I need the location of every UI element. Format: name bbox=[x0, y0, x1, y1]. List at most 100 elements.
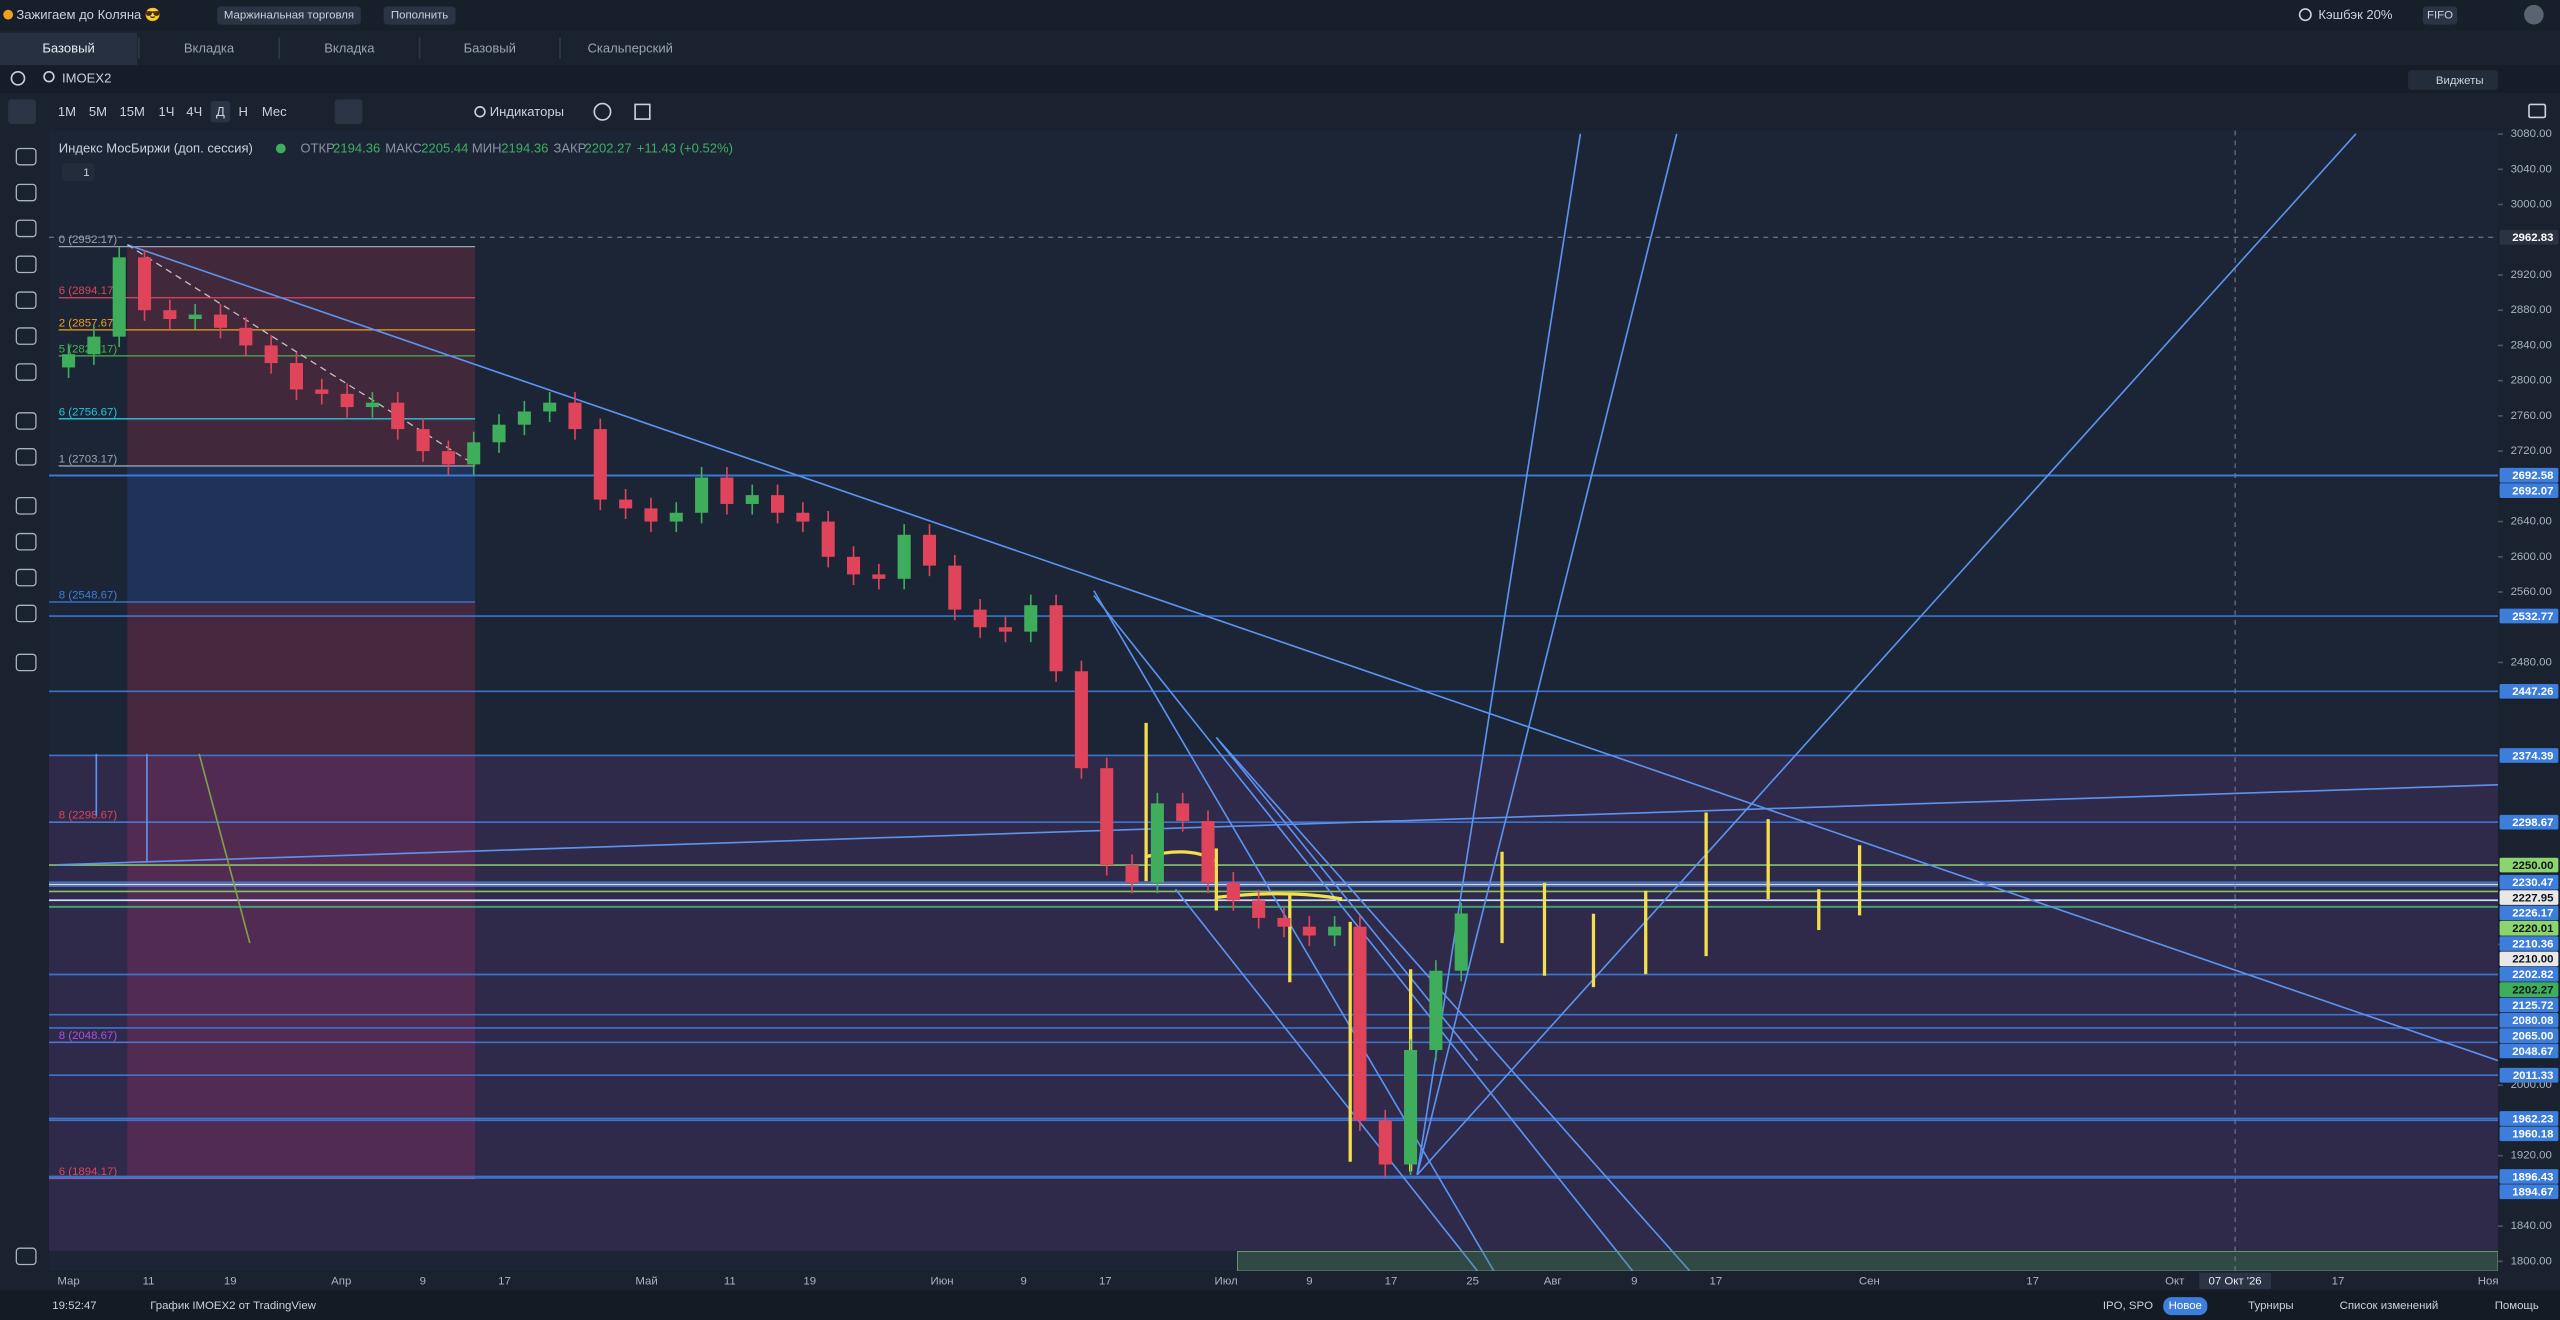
plot: 0 (2952.17)6 (2894.17)2 (2857.67)5 (2828… bbox=[48, 130, 2498, 1272]
tab-label[interactable]: Скальперский bbox=[587, 40, 672, 55]
add-button[interactable] bbox=[10, 70, 26, 86]
ipo-link[interactable]: IPO, SPO bbox=[2103, 1300, 2153, 1312]
interval[interactable]: Мес bbox=[262, 104, 287, 119]
price-tag-label: 2298.67 bbox=[2512, 817, 2553, 829]
x-tick-label: Мар bbox=[57, 1276, 79, 1288]
price-tag bbox=[2499, 1028, 2559, 1043]
screenshot-button[interactable] bbox=[2528, 103, 2547, 119]
changes-link[interactable]: Список изменений bbox=[2340, 1300, 2439, 1312]
indicators-icon bbox=[474, 106, 486, 118]
legend-close: 2202.27 bbox=[584, 141, 631, 156]
tool-icon[interactable] bbox=[15, 255, 37, 274]
tool-icon[interactable] bbox=[15, 327, 37, 345]
y-tick-label: 2880.00 bbox=[2511, 304, 2552, 316]
interval[interactable]: 15М bbox=[120, 104, 145, 119]
interval-badge[interactable] bbox=[62, 163, 95, 182]
account-name[interactable]: Зажигаем до Коляна 😎 bbox=[16, 7, 161, 22]
tool-icon[interactable] bbox=[15, 448, 37, 466]
candle-body bbox=[467, 442, 481, 465]
price-tag bbox=[2499, 1043, 2559, 1059]
chart-by[interactable]: График IMOEX2 от TradingView bbox=[150, 1300, 316, 1312]
widgets-button[interactable] bbox=[2408, 70, 2498, 90]
fifo-button[interactable] bbox=[2422, 6, 2458, 25]
avatar[interactable] bbox=[2524, 4, 2544, 25]
fib-label: 8 (2048.67) bbox=[59, 1030, 118, 1042]
price-tag-label: 2532.77 bbox=[2512, 611, 2553, 623]
price-tag-label: 2080.08 bbox=[2512, 1015, 2553, 1027]
search-icon bbox=[43, 70, 55, 83]
indicators[interactable]: Индикаторы bbox=[490, 104, 564, 119]
tab-label[interactable]: Вкладка bbox=[184, 40, 235, 55]
deposit-button[interactable] bbox=[383, 6, 456, 25]
tab-label[interactable]: Вкладка bbox=[324, 40, 375, 55]
tool-icon[interactable] bbox=[15, 363, 37, 381]
fib-label: 0 (2952.17) bbox=[59, 234, 118, 246]
y-tick-label: 2720.00 bbox=[2511, 445, 2552, 457]
price-tag-label: 2374.39 bbox=[2512, 750, 2553, 762]
layout-button[interactable] bbox=[634, 103, 651, 120]
left-tools bbox=[15, 147, 37, 1266]
price-tag-label: 1962.23 bbox=[2512, 1113, 2553, 1125]
margin-button[interactable] bbox=[217, 6, 361, 25]
candle-body bbox=[644, 508, 658, 522]
price-tag-label: 2202.27 bbox=[2512, 984, 2553, 996]
active-tab[interactable] bbox=[0, 32, 138, 66]
symbol[interactable]: IMOEX2 bbox=[62, 71, 111, 86]
tournaments-link[interactable]: Турниры bbox=[2248, 1300, 2293, 1312]
tab-label[interactable]: Базовый bbox=[464, 40, 516, 55]
tool-icon[interactable] bbox=[15, 604, 37, 623]
y-tick-label: 2560.00 bbox=[2511, 586, 2552, 598]
legend-open-label: ОТКР bbox=[300, 141, 335, 156]
interval[interactable]: 5М bbox=[89, 104, 107, 119]
price-tag bbox=[2499, 1111, 2559, 1126]
x-tick-label: 17 bbox=[498, 1276, 511, 1288]
interval[interactable]: 4Ч bbox=[186, 104, 202, 119]
price-tag bbox=[2499, 814, 2559, 830]
candle-body bbox=[1429, 970, 1443, 1050]
interval[interactable]: 1Ч bbox=[159, 104, 175, 119]
price-tag-label: 1960.18 bbox=[2512, 1129, 2553, 1141]
cashback-icon bbox=[2298, 8, 2312, 22]
toolbar bbox=[0, 93, 2560, 131]
tool-icon[interactable] bbox=[15, 653, 37, 672]
y-tick-label: 3040.00 bbox=[2511, 163, 2552, 175]
x-tick-label: 9 bbox=[1306, 1276, 1312, 1288]
y-tick-label: 3000.00 bbox=[2511, 199, 2552, 211]
price-tag-label: 1894.67 bbox=[2512, 1187, 2553, 1199]
candle-body bbox=[821, 521, 835, 557]
fib-label: 2 (2857.67) bbox=[59, 317, 118, 329]
y-tick-label: 3080.00 bbox=[2511, 128, 2552, 140]
legend-change: +11.43 (+0.52%) bbox=[637, 141, 733, 156]
fib-zone-blue bbox=[127, 465, 476, 603]
active-interval bbox=[210, 101, 231, 123]
x-tick-label: 17 bbox=[1099, 1276, 1112, 1288]
tool-icon[interactable] bbox=[15, 496, 37, 515]
price-tag bbox=[2499, 874, 2559, 890]
compare-button[interactable] bbox=[593, 102, 612, 121]
drawing-tools bbox=[0, 130, 49, 1291]
tool-icon[interactable] bbox=[15, 183, 37, 202]
new-badge[interactable] bbox=[2163, 1297, 2208, 1316]
tool-icon[interactable] bbox=[15, 412, 37, 430]
x-tick-label: Июл bbox=[1215, 1276, 1238, 1288]
interval[interactable]: 1М bbox=[58, 104, 76, 119]
tab-bar bbox=[0, 31, 2560, 66]
tool-icon[interactable] bbox=[15, 291, 37, 310]
tool-icon[interactable] bbox=[15, 147, 37, 166]
interval[interactable]: Д bbox=[216, 104, 225, 119]
pencil-tool[interactable] bbox=[8, 99, 36, 125]
tool-icon[interactable] bbox=[15, 568, 37, 587]
price-tag-label: 2202.82 bbox=[2512, 969, 2553, 981]
y-tick-label: 2840.00 bbox=[2511, 339, 2552, 351]
cashback[interactable]: Кэшбэк 20% bbox=[2318, 7, 2393, 22]
tool-icon[interactable] bbox=[15, 1247, 37, 1266]
interval[interactable]: Н bbox=[239, 104, 248, 119]
candle-body bbox=[1328, 926, 1342, 936]
tab-label[interactable]: Базовый bbox=[42, 40, 94, 55]
tool-icon[interactable] bbox=[15, 219, 37, 238]
chart-type[interactable] bbox=[334, 99, 363, 125]
tool-icon[interactable] bbox=[15, 532, 37, 551]
help-link[interactable]: Помощь bbox=[2495, 1300, 2539, 1312]
trend-line bbox=[1093, 590, 1495, 1272]
candle-body bbox=[289, 363, 303, 390]
